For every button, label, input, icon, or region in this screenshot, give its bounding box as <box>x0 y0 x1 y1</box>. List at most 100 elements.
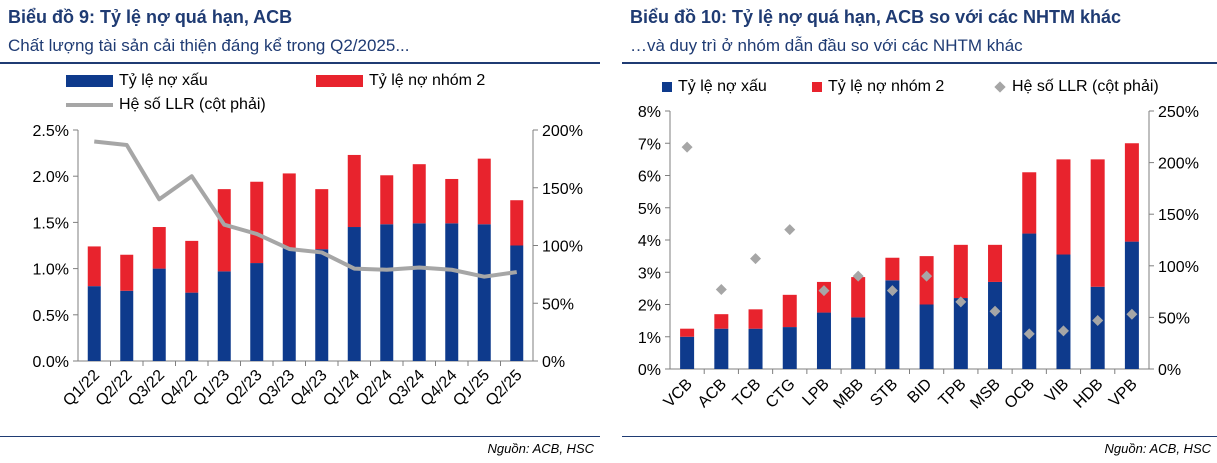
y-tick-label: 1% <box>638 330 661 347</box>
y-tick-label: 7% <box>638 136 661 153</box>
llr-point <box>1023 328 1035 340</box>
bar-group2 <box>120 254 134 291</box>
y-tick-label: 5% <box>638 201 661 218</box>
llr-point <box>1057 325 1069 337</box>
legend-item-llr: Hệ số LLR (cột phải) <box>994 78 1159 96</box>
x-tick-label: Q2/25 <box>483 367 526 410</box>
bar-group2 <box>851 277 866 318</box>
bar-npl <box>1056 254 1071 369</box>
llr-point <box>1092 314 1104 326</box>
y-tick-label: 4% <box>638 233 661 250</box>
y2-tick-label: 50% <box>542 296 574 313</box>
bar-npl <box>885 280 900 369</box>
y-tick-label: 0% <box>638 362 661 379</box>
bar-npl <box>988 281 1003 369</box>
bar-npl <box>250 263 264 361</box>
x-tick-label: Q3/24 <box>385 367 428 410</box>
legend-item-group2: Tỷ lệ nợ nhóm 2 <box>316 72 485 90</box>
x-tick-label: Q3/23 <box>255 367 298 410</box>
source-note: Nguồn: ACB, HSC <box>487 441 594 456</box>
bar-npl <box>347 227 361 361</box>
legend-swatch-npl <box>66 75 113 87</box>
bar-npl <box>1090 286 1105 369</box>
bar-group2 <box>748 309 763 329</box>
llr-point <box>715 284 727 296</box>
bar-npl <box>748 328 763 369</box>
bar-npl <box>217 271 231 361</box>
bar-group2 <box>380 175 394 225</box>
bar-npl <box>816 312 831 369</box>
bar-npl <box>680 336 695 369</box>
bar-npl <box>1124 241 1139 369</box>
bar-group2 <box>680 328 695 337</box>
y2-tick-label: 100% <box>1158 259 1199 276</box>
bar-group2 <box>217 189 231 272</box>
bar-npl <box>477 224 491 361</box>
bar-group2 <box>510 200 524 246</box>
bar-group2 <box>445 178 459 224</box>
y-tick-label: 2.0% <box>33 169 69 186</box>
x-tick-label: CTG <box>763 376 799 412</box>
chart-legend: Tỷ lệ nợ xấu Tỷ lệ nợ nhóm 2 Hệ số LLR (… <box>662 78 1212 102</box>
x-tick-label: OCB <box>1002 376 1039 413</box>
legend-item-npl: Tỷ lệ nợ xấu <box>662 78 767 96</box>
x-tick-label: ACB <box>695 376 730 411</box>
bar-npl <box>510 245 524 361</box>
x-tick-label: MBB <box>830 376 867 413</box>
bar-group2 <box>282 173 296 249</box>
bar-group2 <box>477 158 491 225</box>
llr-point <box>921 270 933 282</box>
y2-tick-label: 100% <box>542 239 583 256</box>
legend-swatch-group2 <box>316 75 363 87</box>
bar-group2 <box>953 244 968 299</box>
x-tick-label: VIB <box>1042 376 1072 406</box>
bar-npl <box>152 268 166 361</box>
bar-group2 <box>782 294 797 328</box>
bar-npl <box>185 292 199 361</box>
x-tick-label: MSB <box>967 376 1004 413</box>
y2-tick-label: 200% <box>542 123 583 140</box>
x-tick-label: Q4/22 <box>158 367 201 410</box>
chart-title: Biểu đồ 9: Tỷ lệ nợ quá hạn, ACB <box>8 7 293 27</box>
y2-tick-label: 150% <box>542 181 583 198</box>
chart-right-svg: 0% 1% 2% 3% 4% 5% 6% 7% 8% 0% 50% 100% 150% 200% 250% V… <box>638 104 1199 413</box>
bar-npl <box>282 248 296 361</box>
y-tick-label: 8% <box>638 104 661 121</box>
x-tick-label: TCB <box>730 376 765 411</box>
y2-tick-label: 250% <box>1158 104 1199 121</box>
llr-point <box>750 253 762 265</box>
bar-group2 <box>250 181 264 264</box>
y-tick-label: 1.0% <box>33 262 69 279</box>
y2-tick-label: 150% <box>1158 207 1199 224</box>
x-tick-label: Q2/24 <box>353 367 396 410</box>
legend-swatch-llr <box>66 103 113 107</box>
bar-group2 <box>185 240 199 293</box>
bottom-rule <box>622 436 1217 437</box>
chart-subtitle: Chất lượng tài sản cải thiện đáng kể tro… <box>8 36 410 55</box>
chart-legend: Tỷ lệ nợ xấu Tỷ lệ nợ nhóm 2 Hệ số LLR (… <box>66 72 586 122</box>
y-tick-label: 6% <box>638 169 661 186</box>
legend-item-llr: Hệ số LLR (cột phải) <box>66 96 266 114</box>
bar-group2 <box>347 154 361 228</box>
x-tick-label: VCB <box>661 376 696 411</box>
x-tick-label: STB <box>867 376 901 410</box>
legend-label: Tỷ lệ nợ nhóm 2 <box>369 72 486 89</box>
llr-line <box>94 139 518 279</box>
bar-npl <box>412 223 426 361</box>
x-tick-label: TPB <box>936 376 970 410</box>
bar-group2 <box>412 164 426 224</box>
llr-point <box>818 285 830 297</box>
y2-tick-label: 0% <box>1158 362 1181 379</box>
llr-point <box>852 270 864 282</box>
llr-point <box>955 296 967 308</box>
llr-point <box>1126 308 1138 320</box>
x-tick-label: Q3/22 <box>125 367 168 410</box>
chart-left-svg: 0.0% 0.5% 1.0% 1.5% 2.0% 2.5% 0% 50% 100% 150% 200… <box>33 123 583 410</box>
legend-label: Tỷ lệ nợ nhóm 2 <box>828 78 945 95</box>
source-note: Nguồn: ACB, HSC <box>1104 441 1211 456</box>
y-tick-label: 1.5% <box>33 215 69 232</box>
x-tick-label: BID <box>905 376 936 407</box>
legend-label: Tỷ lệ nợ xấu <box>678 78 767 95</box>
bar-npl <box>953 298 968 369</box>
y-tick-label: 0.0% <box>33 354 69 371</box>
